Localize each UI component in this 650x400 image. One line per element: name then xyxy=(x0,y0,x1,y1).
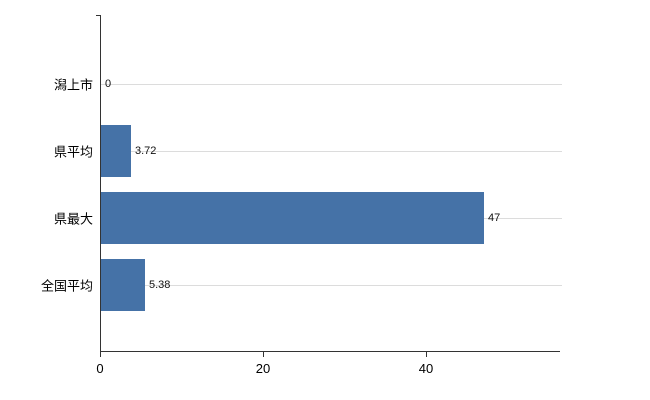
bar xyxy=(101,124,131,177)
plot-area: 潟上市 0 県平均 3.72 県最大 47 全国平均 5.38 xyxy=(41,15,562,352)
bar xyxy=(101,191,484,244)
category-label: 潟上市 xyxy=(53,77,93,92)
x-tick-label: 20 xyxy=(255,361,271,376)
x-axis: 0 20 40 xyxy=(96,352,560,382)
gridline xyxy=(101,83,562,85)
x-tick-mark xyxy=(426,352,427,357)
bar-row: 県平均 3.72 xyxy=(54,117,562,184)
category-label: 全国平均 xyxy=(40,278,93,293)
x-tick-label: 40 xyxy=(418,361,434,376)
gridline xyxy=(101,150,562,152)
x-tick-mark xyxy=(263,352,264,357)
bar xyxy=(101,258,145,311)
gridline xyxy=(101,284,562,286)
bar-row: 県最大 47 xyxy=(54,184,562,251)
bar-row: 全国平均 5.38 xyxy=(41,251,562,318)
value-label: 5.38 xyxy=(149,278,171,291)
category-label: 県平均 xyxy=(53,144,93,159)
x-tick-label: 0 xyxy=(96,361,104,376)
y-axis-top-tick xyxy=(96,15,100,16)
bar-row: 潟上市 0 xyxy=(54,50,562,117)
x-tick-mark xyxy=(100,352,101,357)
value-label: 3.72 xyxy=(135,144,157,157)
category-label: 県最大 xyxy=(53,211,93,226)
value-label: 47 xyxy=(488,211,501,224)
value-label: 0 xyxy=(105,77,112,90)
